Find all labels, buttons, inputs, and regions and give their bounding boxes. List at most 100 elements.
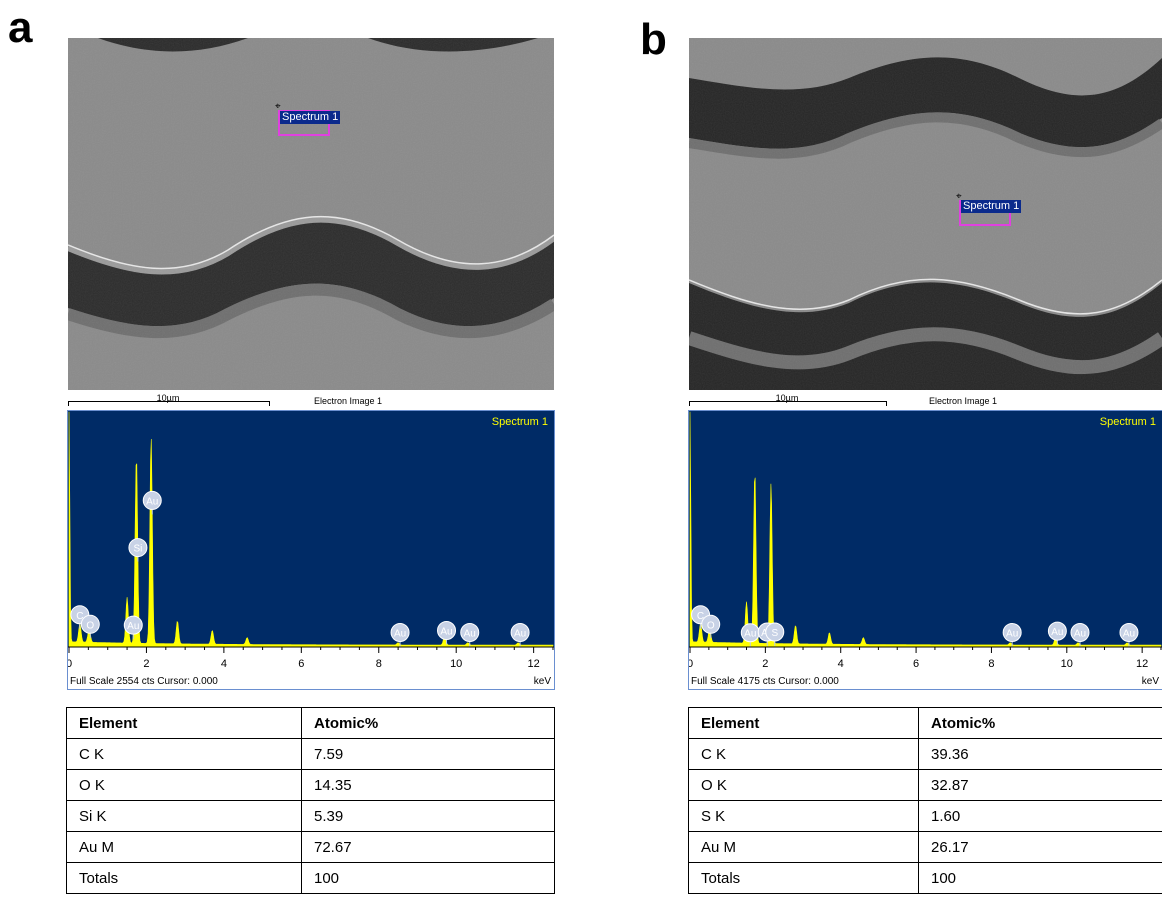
table-row: S K 1.60 bbox=[688, 800, 1162, 832]
svg-text:C: C bbox=[76, 611, 83, 622]
table-row: O K 32.87 bbox=[688, 769, 1162, 801]
table-cell: 1.60 bbox=[918, 800, 1162, 832]
svg-text:Au: Au bbox=[1006, 628, 1018, 639]
table-header-cell: Element bbox=[688, 707, 919, 739]
table-cell: O K bbox=[688, 769, 919, 801]
eds-spectrum-plot-a: Spectrum 1 CO Si Au Au Au Au Au Au 0 2 4 6 8 10 12 Full … bbox=[68, 411, 554, 689]
table-header-cell: Element bbox=[66, 707, 302, 739]
x-tick-label: 2 bbox=[762, 658, 768, 670]
x-axis-area bbox=[689, 647, 1162, 689]
eds-spectrum-b: Spectrum 1COAuAuSAuAuAuAu024681012Full S… bbox=[688, 410, 1162, 690]
x-tick-label: 0 bbox=[68, 658, 72, 670]
table-row: Au M 72.67 bbox=[66, 831, 555, 863]
kev-axis-label: keV bbox=[1142, 676, 1160, 687]
x-tick-label: 8 bbox=[376, 658, 382, 670]
svg-text:Au: Au bbox=[440, 626, 452, 637]
panel-label-a: a bbox=[8, 3, 33, 52]
svg-text:C: C bbox=[697, 611, 704, 622]
spectrum-curve bbox=[68, 411, 554, 648]
table-cell: 39.36 bbox=[918, 738, 1162, 770]
table-header-row: Element Atomic% bbox=[688, 707, 1162, 739]
x-tick-label: 6 bbox=[298, 658, 304, 670]
table-row: Au M 26.17 bbox=[688, 831, 1162, 863]
peak-label-s: S bbox=[765, 622, 785, 647]
panel-label-b: b bbox=[640, 15, 667, 64]
full-scale-label: Full Scale 2554 cts Cursor: 0.000 bbox=[70, 676, 218, 687]
svg-text:Au: Au bbox=[464, 628, 476, 639]
peak-label-au: Au bbox=[1119, 622, 1139, 647]
table-cell: Au M bbox=[688, 831, 919, 863]
sem-image-b bbox=[689, 38, 1162, 390]
svg-text:Au: Au bbox=[146, 496, 158, 507]
electron-image-label-a: Electron Image 1 bbox=[314, 396, 383, 406]
x-tick-label: 4 bbox=[221, 658, 227, 670]
table-cell: 32.87 bbox=[918, 769, 1162, 801]
table-cell: S K bbox=[688, 800, 919, 832]
table-cell: 100 bbox=[918, 862, 1162, 894]
table-header-cell: Atomic% bbox=[301, 707, 555, 739]
table-cell: Totals bbox=[688, 862, 919, 894]
sem-image-a bbox=[68, 38, 554, 390]
peak-label-au: Au bbox=[123, 615, 143, 640]
peak-label-si: Si bbox=[128, 538, 148, 562]
table-cell: 72.67 bbox=[301, 831, 555, 863]
svg-text:Au: Au bbox=[1123, 628, 1135, 639]
scale-bar-label-b: 10µm bbox=[775, 393, 799, 403]
x-tick-label: 4 bbox=[838, 658, 844, 670]
crosshair-icon: ⌖ bbox=[275, 101, 281, 112]
table-cell: C K bbox=[66, 738, 302, 770]
table-row: Si K 5.39 bbox=[66, 800, 555, 832]
x-tick-label: 2 bbox=[143, 658, 149, 670]
peak-label-o: O bbox=[80, 614, 100, 639]
x-axis-area bbox=[68, 647, 554, 689]
svg-text:Au: Au bbox=[1051, 627, 1063, 638]
x-tick-label: 10 bbox=[1061, 658, 1073, 670]
peak-label-au: Au bbox=[1002, 622, 1022, 647]
kev-axis-label: keV bbox=[534, 676, 552, 687]
svg-text:S: S bbox=[771, 628, 778, 639]
table-cell: C K bbox=[688, 738, 919, 770]
svg-text:Au: Au bbox=[127, 621, 139, 632]
crosshair-icon: ⌖ bbox=[956, 191, 962, 202]
peak-label-au: Au bbox=[142, 490, 162, 515]
svg-text:Au: Au bbox=[744, 629, 756, 640]
table-row: Totals 100 bbox=[66, 862, 555, 894]
x-tick-label: 6 bbox=[913, 658, 919, 670]
composition-table-b: Element Atomic% C K 39.36 O K 32.87 S K 1.6… bbox=[688, 707, 1162, 894]
table-cell: Au M bbox=[66, 831, 302, 863]
svg-text:O: O bbox=[86, 620, 94, 631]
x-tick-label: 0 bbox=[689, 658, 693, 670]
eds-spectrum-plot-b: Spectrum 1COAuAuSAuAuAuAu024681012Full S… bbox=[689, 411, 1162, 689]
x-tick-label: 12 bbox=[1136, 658, 1148, 670]
peak-label-au: Au bbox=[1070, 622, 1090, 647]
table-cell: O K bbox=[66, 769, 302, 801]
table-cell: 14.35 bbox=[301, 769, 555, 801]
table-row: O K 14.35 bbox=[66, 769, 555, 801]
electron-image-label-b: Electron Image 1 bbox=[929, 396, 998, 406]
eds-spectrum-a: Spectrum 1 C O Si Au Au Au Au Au Au 0 2 4 6 8 10 12 Full … bbox=[67, 410, 555, 690]
svg-text:Si: Si bbox=[133, 544, 142, 555]
table-row: C K 7.59 bbox=[66, 738, 555, 770]
full-scale-label: Full Scale 4175 cts Cursor: 0.000 bbox=[691, 676, 839, 687]
peak-label-au: Au bbox=[437, 620, 457, 645]
table-cell: 100 bbox=[301, 862, 555, 894]
x-tick-label: 10 bbox=[450, 658, 462, 670]
table-row: C K 39.36 bbox=[688, 738, 1162, 770]
svg-text:O: O bbox=[707, 620, 715, 631]
table-cell: 5.39 bbox=[301, 800, 555, 832]
svg-text:Au: Au bbox=[514, 628, 526, 639]
spectrum-title: Spectrum 1 bbox=[1100, 416, 1156, 428]
svg-text:Au: Au bbox=[394, 628, 406, 639]
peak-label-au: Au bbox=[1047, 621, 1067, 646]
svg-text:Au: Au bbox=[1074, 628, 1086, 639]
peak-label-au: Au bbox=[510, 622, 530, 647]
spectrum-title: Spectrum 1 bbox=[492, 416, 548, 428]
table-row: Totals 100 bbox=[688, 862, 1162, 894]
peak-label-au: Au bbox=[460, 622, 480, 647]
table-cell: 7.59 bbox=[301, 738, 555, 770]
peak-label-au: Au bbox=[390, 622, 410, 647]
table-cell: 26.17 bbox=[918, 831, 1162, 863]
table-cell: Totals bbox=[66, 862, 302, 894]
table-header-cell: Atomic% bbox=[918, 707, 1162, 739]
plot-background bbox=[689, 411, 1162, 647]
